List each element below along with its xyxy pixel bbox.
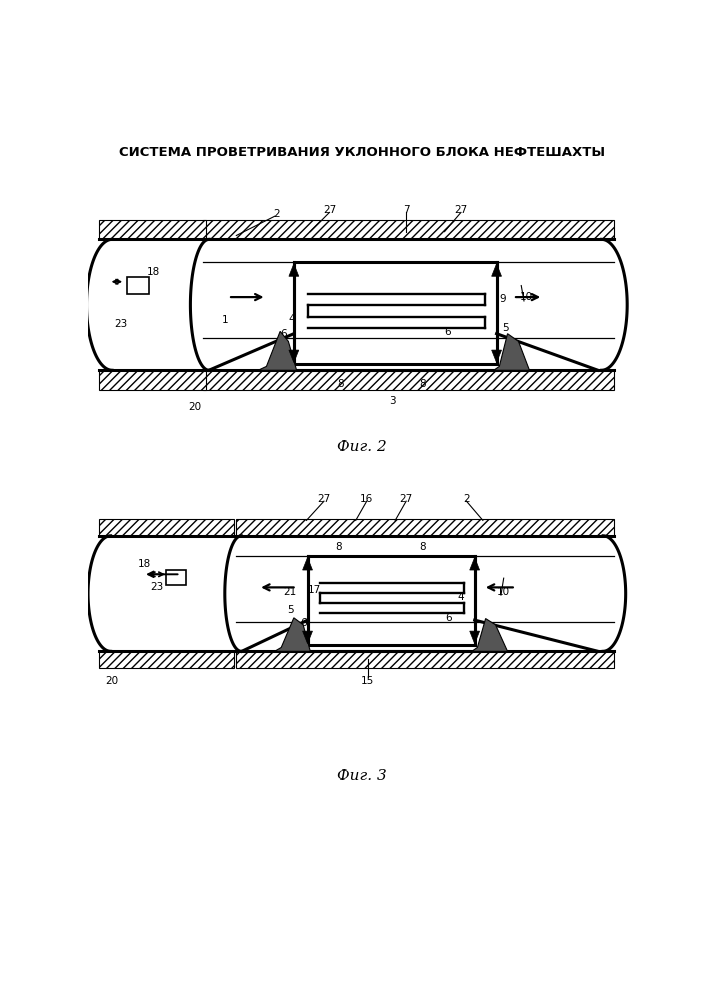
Text: 15: 15 (361, 676, 375, 686)
Text: 3: 3 (389, 396, 396, 406)
Bar (127, 277, 148, 294)
Text: 20: 20 (189, 402, 201, 412)
Text: 5: 5 (287, 605, 293, 615)
Polygon shape (491, 350, 501, 363)
Polygon shape (258, 331, 297, 370)
Polygon shape (275, 618, 310, 651)
Bar (166, 570, 186, 585)
Text: 8: 8 (337, 379, 344, 389)
Text: 16: 16 (360, 494, 373, 504)
Text: 27: 27 (455, 205, 467, 215)
Bar (99, 651, 233, 668)
Polygon shape (289, 264, 299, 276)
Text: 18: 18 (146, 267, 160, 277)
Text: Фиг. 3: Фиг. 3 (337, 769, 387, 783)
Text: 5: 5 (503, 323, 509, 333)
Polygon shape (469, 558, 479, 570)
Bar (204, 370, 614, 389)
Bar (84, 239, 141, 370)
Text: 6: 6 (280, 329, 287, 339)
Bar (99, 519, 233, 536)
Bar (236, 519, 614, 536)
Text: 4: 4 (289, 314, 296, 324)
Text: 2: 2 (273, 209, 280, 219)
Text: 8: 8 (335, 542, 341, 552)
Text: 21: 21 (284, 587, 297, 597)
Text: 7: 7 (403, 205, 409, 215)
Text: 27: 27 (317, 494, 331, 504)
Text: 10: 10 (497, 587, 510, 597)
Polygon shape (303, 631, 312, 644)
Text: 23: 23 (115, 319, 128, 329)
Text: 8: 8 (419, 379, 426, 389)
Bar (86, 536, 136, 651)
Polygon shape (469, 631, 479, 644)
Text: 8: 8 (419, 542, 426, 552)
Text: Фиг. 2: Фиг. 2 (337, 440, 387, 454)
Polygon shape (472, 619, 508, 651)
Text: 27: 27 (323, 205, 336, 215)
Text: 10: 10 (520, 292, 533, 302)
Text: 9: 9 (500, 294, 506, 304)
Bar (236, 651, 614, 668)
Text: 18: 18 (138, 559, 151, 569)
Text: 23: 23 (151, 582, 163, 592)
Text: 17: 17 (308, 585, 321, 595)
Text: 1: 1 (222, 315, 228, 325)
Text: 6: 6 (444, 327, 450, 337)
Text: 6: 6 (445, 613, 452, 623)
Text: 6: 6 (300, 618, 307, 628)
Polygon shape (494, 334, 530, 370)
Bar (204, 220, 614, 239)
Text: 27: 27 (399, 494, 413, 504)
Text: 4: 4 (457, 592, 464, 602)
Polygon shape (289, 350, 299, 363)
Polygon shape (303, 558, 312, 570)
Bar (99, 220, 206, 239)
Bar (99, 370, 206, 389)
Text: 20: 20 (105, 676, 118, 686)
Bar (294, 262, 496, 364)
Text: СИСТЕМА ПРОВЕТРИВАНИЯ УКЛОННОГО БЛОКА НЕФТЕШАХТЫ: СИСТЕМА ПРОВЕТРИВАНИЯ УКЛОННОГО БЛОКА НЕ… (119, 146, 605, 159)
Bar (308, 556, 474, 645)
Text: 2: 2 (463, 494, 469, 504)
Polygon shape (491, 264, 501, 276)
